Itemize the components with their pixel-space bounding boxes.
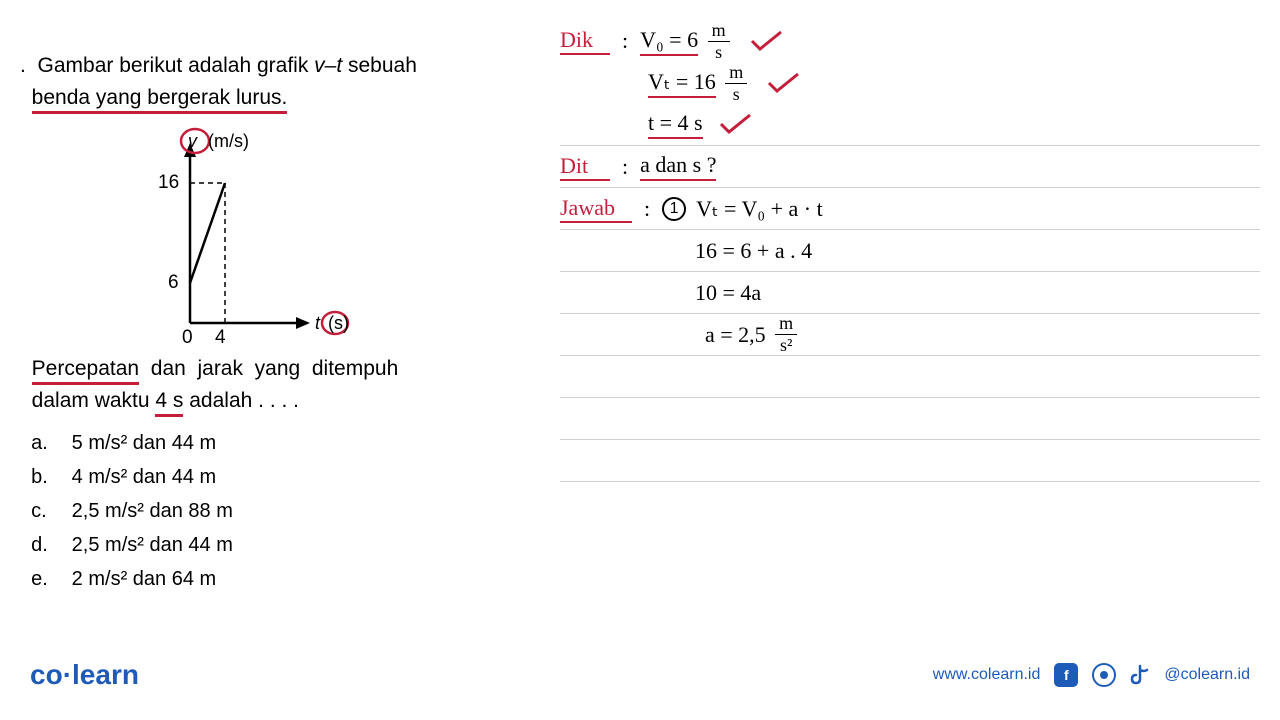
t-eq: t = 4 s (648, 110, 703, 139)
option-e: e. 2 m/s² dan 64 m (20, 562, 520, 596)
svg-text:t: t (315, 313, 321, 333)
logo-co: co (30, 659, 63, 690)
dit-content: a dan s ? (640, 152, 716, 181)
colon: : (644, 196, 650, 222)
vt-chart: v (m/s) t (s) 16 6 0 4 (120, 123, 380, 353)
jawab-line-1: Jawab : 1 Vₜ = V₀ + a · t (560, 188, 1260, 230)
question-panel: . Gambar berikut adalah grafik v–t sebua… (20, 50, 520, 596)
question-text-2: Percepatan dan jarak yang ditempuh dalam… (20, 353, 520, 416)
options: a. 5 m/s² dan 44 m b. 4 m/s² dan 44 m c.… (20, 426, 520, 596)
option-b: b. 4 m/s² dan 44 m (20, 460, 520, 494)
blank-line-1 (560, 356, 1260, 398)
jawab-line-4: a = 2,5 ms² (560, 314, 1260, 356)
chart-svg: v (m/s) t (s) 16 6 0 4 (120, 123, 380, 353)
option-a: a. 5 m/s² dan 44 m (20, 426, 520, 460)
check-icon (718, 112, 753, 137)
dit-label: Dit (560, 153, 610, 181)
svg-text:4: 4 (215, 327, 226, 348)
check-icon (766, 71, 801, 96)
q-line1a: Gambar berikut adalah grafik (38, 54, 315, 77)
q-line4b: 4 s (155, 389, 183, 417)
svg-text:(s): (s) (328, 313, 349, 333)
jawab-line-2: 16 = 6 + a . 4 (560, 230, 1260, 272)
dik-line-1: Dik : V₀ = 6 ms (560, 20, 1260, 62)
svg-text:0: 0 (182, 327, 193, 348)
circle-1: 1 (662, 197, 686, 221)
instagram-icon (1092, 663, 1116, 687)
svg-text:v: v (188, 131, 198, 151)
dit-line: Dit : a dan s ? (560, 146, 1260, 188)
dik-label: Dik (560, 27, 610, 55)
jawab-label: Jawab (560, 195, 632, 223)
logo: co·learn (30, 659, 139, 691)
solution-panel: Dik : V₀ = 6 ms Vₜ = 16 ms t = 4 s Dit :… (560, 20, 1260, 482)
svg-text:(m/s): (m/s) (208, 131, 249, 151)
facebook-icon: f (1054, 663, 1078, 687)
footer-right: www.colearn.id f @colearn.id (933, 663, 1250, 687)
logo-learn: learn (72, 659, 139, 690)
dik-line-3: t = 4 s (560, 104, 1260, 146)
q-line2: benda yang bergerak lurus. (32, 86, 288, 114)
q-line3a: Percepatan (32, 357, 139, 385)
check-icon (749, 29, 784, 54)
dik-line-2: Vₜ = 16 ms (560, 62, 1260, 104)
step4: a = 2,5 ms² (705, 313, 801, 356)
blank-line-3 (560, 440, 1260, 482)
footer-url: www.colearn.id (933, 666, 1041, 684)
colon: : (622, 154, 628, 180)
footer: co·learn www.colearn.id f @colearn.id (0, 655, 1280, 695)
step3: 10 = 4a (695, 280, 761, 306)
vt-eq: Vₜ = 16 ms (648, 62, 751, 105)
svg-text:16: 16 (158, 172, 179, 193)
footer-handle: @colearn.id (1164, 666, 1250, 684)
q-line4c: adalah . . . . (183, 389, 299, 412)
option-d: d. 2,5 m/s² dan 44 m (20, 528, 520, 562)
colon: : (622, 28, 628, 54)
step2: 16 = 6 + a . 4 (695, 238, 812, 264)
bullet: . (20, 54, 26, 77)
svg-text:6: 6 (168, 272, 179, 293)
jawab-line-3: 10 = 4a (560, 272, 1260, 314)
tiktok-icon (1130, 664, 1150, 686)
question-text: . Gambar berikut adalah grafik v–t sebua… (20, 50, 520, 113)
q-line1b: v–t (314, 54, 342, 77)
v0-eq: V₀ = 6 ms (640, 20, 733, 63)
blank-line-2 (560, 398, 1260, 440)
step1: Vₜ = V₀ + a · t (696, 196, 823, 222)
option-c: c. 2,5 m/s² dan 88 m (20, 494, 520, 528)
jawab-block: Jawab : 1 Vₜ = V₀ + a · t 16 = 6 + a . 4… (560, 188, 1260, 482)
q-line1c: sebuah (342, 54, 417, 77)
